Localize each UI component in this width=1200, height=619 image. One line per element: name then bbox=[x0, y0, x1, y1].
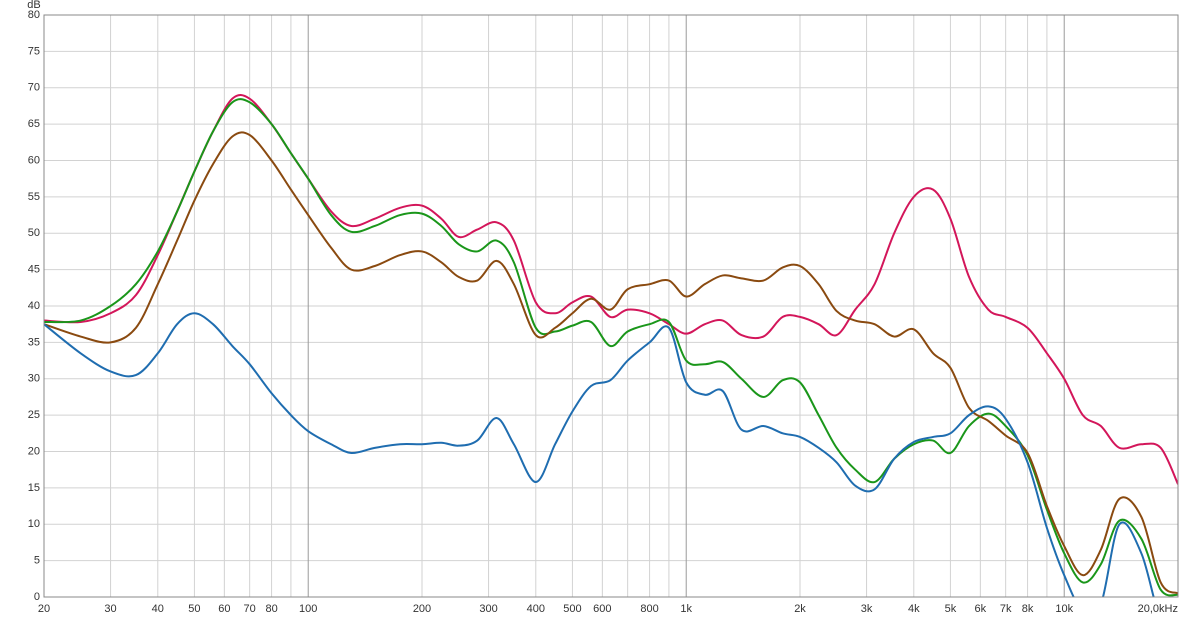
x-tick-label: 30 bbox=[104, 603, 116, 615]
labels: 0 5 10 15 20 25 30 35 40 45 50 55 60 65 70 75 80 20 30 40 50… bbox=[28, 9, 1178, 615]
x-tick-label: 10k bbox=[1055, 603, 1073, 615]
grid bbox=[43, 14, 1179, 598]
y-tick-label: 65 bbox=[28, 118, 40, 130]
x-tick-label: 40 bbox=[152, 603, 164, 615]
x-tick-label: 300 bbox=[479, 603, 497, 615]
y-tick-label: 50 bbox=[28, 227, 40, 239]
y-tick-label: 55 bbox=[28, 191, 40, 203]
response-curve bbox=[44, 312, 1155, 597]
x-tick-label: 600 bbox=[593, 603, 611, 615]
x-tick-label: 5k bbox=[945, 603, 957, 615]
y-tick-label: 40 bbox=[28, 300, 40, 312]
response-curve bbox=[44, 94, 1178, 485]
y-tick-label: 20 bbox=[28, 445, 40, 457]
y-tick-label: 5 bbox=[34, 555, 40, 567]
y-tick-label: 25 bbox=[28, 409, 40, 421]
x-tick-label: 400 bbox=[527, 603, 545, 615]
x-tick-label: 80 bbox=[265, 603, 277, 615]
y-tick-label: 45 bbox=[28, 264, 40, 276]
x-tick-label: 500 bbox=[563, 603, 581, 615]
y-tick-label: 0 bbox=[34, 591, 40, 603]
x-tick-label: 4k bbox=[908, 603, 920, 615]
x-tick-label: 3k bbox=[861, 603, 873, 615]
plot-frame bbox=[43, 14, 1179, 598]
x-tick-label: 20 bbox=[38, 603, 50, 615]
y-tick-label: 70 bbox=[28, 82, 40, 94]
y-tick-label: 15 bbox=[28, 482, 40, 494]
y-axis-label: dB bbox=[27, 0, 40, 11]
x-tick-label: 1k bbox=[680, 603, 692, 615]
y-tick-label: 60 bbox=[28, 154, 40, 166]
x-tick-label: 7k bbox=[1000, 603, 1012, 615]
y-tick-label: 80 bbox=[28, 9, 40, 21]
x-tick-label: 100 bbox=[299, 603, 317, 615]
y-tick-label: 10 bbox=[28, 518, 40, 530]
y-tick-label: 75 bbox=[28, 45, 40, 57]
x-tick-label: 800 bbox=[640, 603, 658, 615]
response-curve bbox=[44, 131, 1178, 595]
x-tick-label: 6k bbox=[975, 603, 987, 615]
y-tick-label: 35 bbox=[28, 336, 40, 348]
x-tick-label: 2k bbox=[794, 603, 806, 615]
x-tick-label: 200 bbox=[413, 603, 431, 615]
response-curve bbox=[44, 98, 1178, 597]
x-tick-label: 8k bbox=[1022, 603, 1034, 615]
plot-area bbox=[44, 94, 1178, 597]
x-tick-label: 60 bbox=[218, 603, 230, 615]
x-tick-label: 70 bbox=[244, 603, 256, 615]
x-tick-label: 50 bbox=[188, 603, 200, 615]
y-tick-label: 30 bbox=[28, 373, 40, 385]
x-tick-label: 20,0kHz bbox=[1138, 603, 1178, 615]
